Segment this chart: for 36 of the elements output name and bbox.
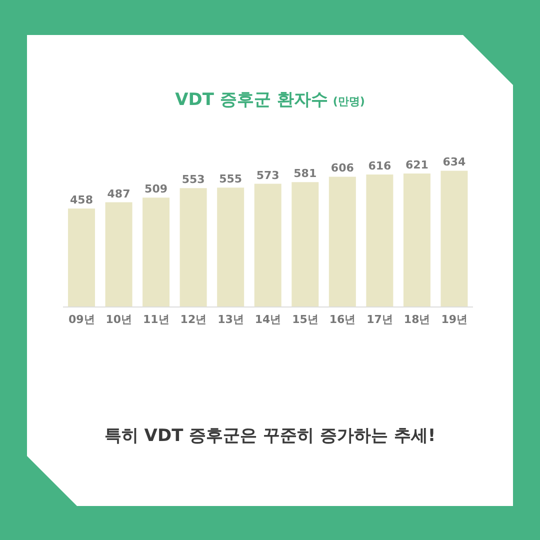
chart-subtitle: (만명) <box>332 95 365 108</box>
data-label: 616 <box>368 160 392 173</box>
bar <box>217 188 244 307</box>
data-label: 634 <box>442 156 466 169</box>
x-tick-label: 10년 <box>106 312 132 326</box>
x-tick-label: 18년 <box>404 312 430 326</box>
bar <box>180 188 207 307</box>
data-label: 555 <box>219 172 242 186</box>
x-tick-label: 13년 <box>218 312 244 326</box>
x-tick-label: 19년 <box>441 312 468 326</box>
data-label: 606 <box>330 162 354 175</box>
data-label: 553 <box>182 173 205 186</box>
x-tick-label: 17년 <box>366 312 393 326</box>
data-label: 487 <box>107 187 130 200</box>
bar <box>328 176 356 307</box>
bar <box>403 173 430 307</box>
text: 특히 VDT 증후군은 꾸준히 증가하는 추세! <box>103 425 437 447</box>
chart-title: VDT 증후군 환자수 <box>175 90 328 110</box>
data-label: 621 <box>405 158 428 172</box>
data-label: 509 <box>144 182 168 196</box>
x-tick-label: 12년 <box>180 312 207 326</box>
bar <box>105 202 132 307</box>
bar <box>254 184 282 307</box>
bar <box>68 208 95 307</box>
bar <box>142 198 170 307</box>
x-tick-label: 09년 <box>68 312 95 326</box>
x-tick-label: 16년 <box>329 312 356 326</box>
x-tick-label: 14년 <box>254 312 282 326</box>
data-label: 573 <box>256 168 280 182</box>
bar <box>366 174 394 307</box>
data-label: 581 <box>294 167 317 180</box>
data-label: 458 <box>70 194 93 207</box>
x-tick-label: 11년 <box>143 312 170 326</box>
bar <box>440 170 468 307</box>
bar <box>292 182 319 307</box>
x-tick-label: 15년 <box>292 312 318 326</box>
